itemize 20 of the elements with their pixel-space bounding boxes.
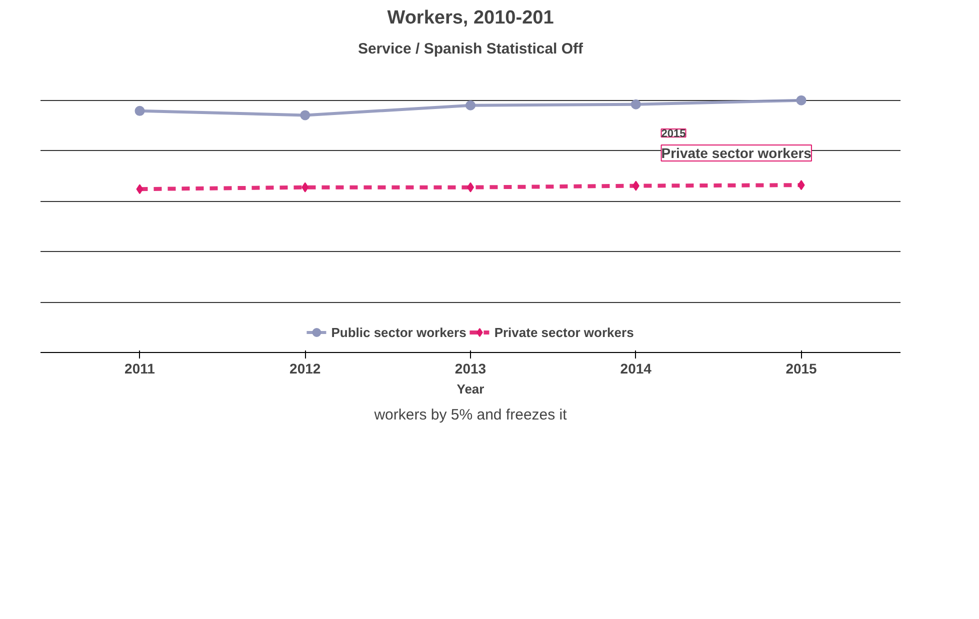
point [136,184,144,194]
chart-subtitle: Service / Spanish Statistical Off [358,40,584,58]
point [630,99,641,110]
x-tick-label: 2014 [620,360,652,376]
x-tick-label: 2013 [454,360,486,376]
x-tick-label: 2012 [290,360,321,376]
x-axis-title: Year [456,382,484,396]
point [466,100,476,110]
point [632,180,640,191]
point [302,182,309,192]
point [300,110,310,120]
point [134,106,145,116]
x-tick-label: 2011 [124,360,156,376]
x-tick-label: 2015 [786,360,818,376]
legend-label: Public sector workers [331,324,466,340]
point [798,180,805,190]
legend-label: Private sector workers [494,324,634,340]
text: workers by 5% and freezes it [373,406,568,424]
point [796,95,806,106]
chart-title: Workers, 2010-201 [387,8,554,28]
